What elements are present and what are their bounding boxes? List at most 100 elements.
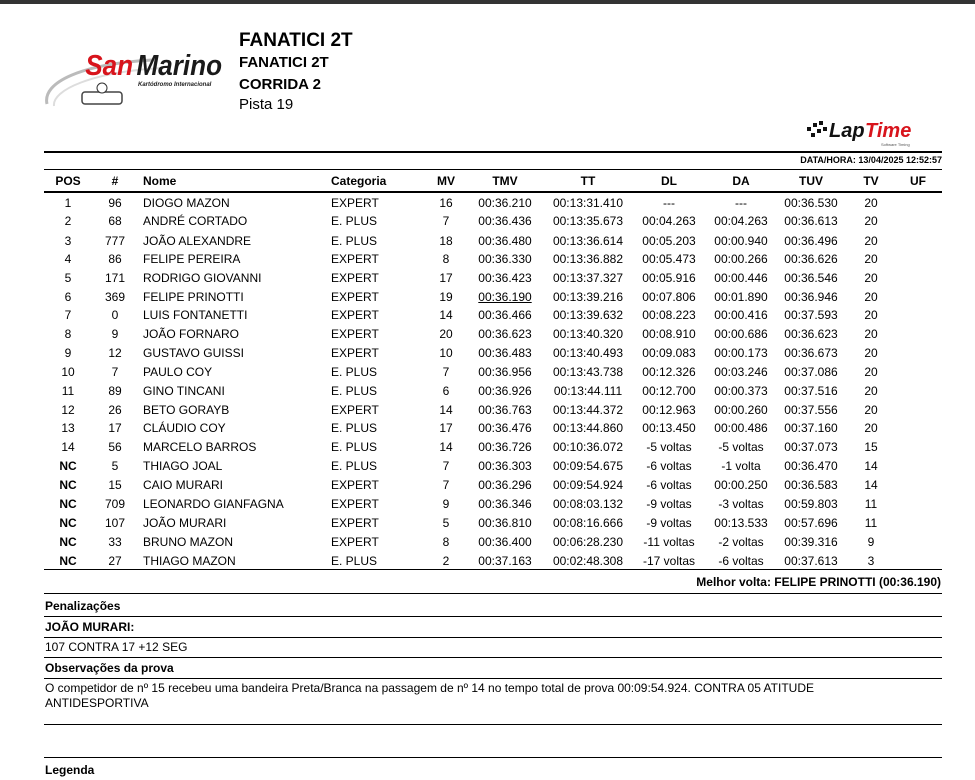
cell-da: -5 voltas (718, 440, 764, 454)
cell-tmv: 00:36.423 (478, 271, 532, 285)
cell-category: EXPERT (331, 196, 379, 210)
cell-tv: 20 (864, 234, 878, 248)
cell-category: EXPERT (331, 497, 379, 511)
cell-tmv: 00:36.483 (478, 346, 532, 360)
cell-name: GINO TINCANI (143, 384, 225, 398)
cell-mv: 10 (439, 346, 453, 360)
cell-pos: 5 (64, 271, 72, 285)
cell-dl: -11 voltas (643, 535, 695, 549)
cell-tv: 20 (864, 196, 878, 210)
cell-category: E. PLUS (331, 554, 378, 568)
cell-category: E. PLUS (331, 234, 378, 248)
cell-name: LEONARDO GIANFAGNA (143, 497, 284, 511)
cell-category: EXPERT (331, 308, 379, 322)
cell-tt: 00:13:37.327 (552, 271, 624, 285)
cell-da: -2 voltas (718, 535, 764, 549)
cell-category: E. PLUS (331, 214, 378, 228)
cell-tv: 20 (864, 365, 878, 379)
cell-category: EXPERT (331, 271, 379, 285)
cell-tmv: 00:36.346 (478, 497, 532, 511)
cell-da: 00:00.266 (714, 252, 768, 266)
svg-text:Marino: Marino (137, 49, 223, 82)
cell-number: 9 (111, 327, 119, 341)
cell-pos: 3 (64, 234, 72, 248)
svg-text:San: San (85, 49, 133, 82)
cell-number: 27 (108, 554, 122, 568)
cell-tv: 20 (864, 271, 878, 285)
column-header-name: Nome (143, 174, 177, 188)
cell-da: 00:00.173 (714, 346, 768, 360)
cell-tuv: 00:36.530 (784, 196, 838, 210)
cell-da: 00:13.533 (714, 516, 768, 530)
best-lap: Melhor volta: FELIPE PRINOTTI (00:36.190… (696, 575, 941, 589)
cell-dl: 00:12.700 (642, 384, 696, 398)
cell-number: 5 (111, 459, 119, 473)
laptime-logo: Lap Time Software Timing (807, 120, 911, 147)
cell-mv: 14 (439, 440, 453, 454)
cell-number: 7 (111, 365, 119, 379)
cell-name: BETO GORAYB (143, 403, 230, 417)
cell-number: 777 (104, 234, 126, 248)
cell-number: 17 (108, 421, 122, 435)
cell-tmv: 00:36.436 (478, 214, 532, 228)
column-header-tmv: TMV (492, 174, 518, 188)
cell-number: 26 (108, 403, 122, 417)
cell-name: BRUNO MAZON (143, 535, 233, 549)
svg-text:Software Timing: Software Timing (881, 142, 910, 147)
cell-tt: 00:13:40.493 (552, 346, 624, 360)
cell-pos: 7 (64, 308, 72, 322)
cell-da: -3 voltas (718, 497, 764, 511)
cell-tt: 00:02:48.308 (552, 554, 624, 568)
legend-title: Legenda (45, 763, 95, 777)
divider (44, 637, 942, 638)
cell-tuv: 00:37.160 (784, 421, 838, 435)
cell-number: 96 (108, 196, 122, 210)
cell-number: 369 (104, 290, 126, 304)
cell-mv: 14 (439, 308, 453, 322)
cell-pos: 12 (61, 403, 75, 417)
cell-tv: 20 (864, 421, 878, 435)
divider (44, 151, 942, 153)
cell-dl: -5 voltas (646, 440, 692, 454)
cell-tmv: 00:37.163 (478, 554, 532, 568)
cell-name: MARCELO BARROS (143, 440, 257, 454)
column-header-tt: TT (580, 174, 596, 188)
cell-tt: 00:13:35.673 (552, 214, 624, 228)
cell-mv: 5 (442, 516, 450, 530)
cell-category: EXPERT (331, 478, 379, 492)
cell-dl: 00:07.806 (642, 290, 696, 304)
cell-dl: 00:05.203 (642, 234, 696, 248)
cell-pos: NC (59, 516, 77, 530)
cell-tt: 00:09:54.675 (552, 459, 624, 473)
cell-tv: 11 (864, 497, 878, 511)
header-divider (44, 191, 942, 193)
cell-tt: 00:08:16.666 (552, 516, 624, 530)
cell-da: 00:00.416 (714, 308, 768, 322)
cell-tmv: 00:36.956 (478, 365, 532, 379)
column-header-tv: TV (863, 174, 879, 188)
cell-da: --- (735, 196, 747, 210)
cell-tuv: 00:36.623 (784, 327, 838, 341)
cell-dl: 00:08.910 (642, 327, 696, 341)
cell-tv: 14 (864, 478, 878, 492)
cell-tmv: 00:36.400 (478, 535, 532, 549)
cell-name: RODRIGO GIOVANNI (143, 271, 262, 285)
cell-number: 86 (108, 252, 122, 266)
divider (44, 569, 942, 570)
cell-category: E. PLUS (331, 459, 378, 473)
cell-mv: 2 (442, 554, 450, 568)
cell-name: CLÁUDIO COY (143, 421, 226, 435)
cell-name: CAIO MURARI (143, 478, 224, 492)
cell-pos: 9 (64, 346, 72, 360)
cell-tmv: 00:36.303 (478, 459, 532, 473)
cell-tv: 20 (864, 290, 878, 304)
column-header-da: DA (732, 174, 750, 188)
cell-tmv: 00:36.763 (478, 403, 532, 417)
cell-da: -1 volta (721, 459, 761, 473)
cell-da: 00:00.250 (714, 478, 768, 492)
divider (44, 616, 942, 617)
cell-da: 00:00.486 (714, 421, 768, 435)
cell-mv: 17 (439, 271, 453, 285)
cell-dl: 00:09.083 (642, 346, 696, 360)
cell-dl: --- (663, 196, 675, 210)
